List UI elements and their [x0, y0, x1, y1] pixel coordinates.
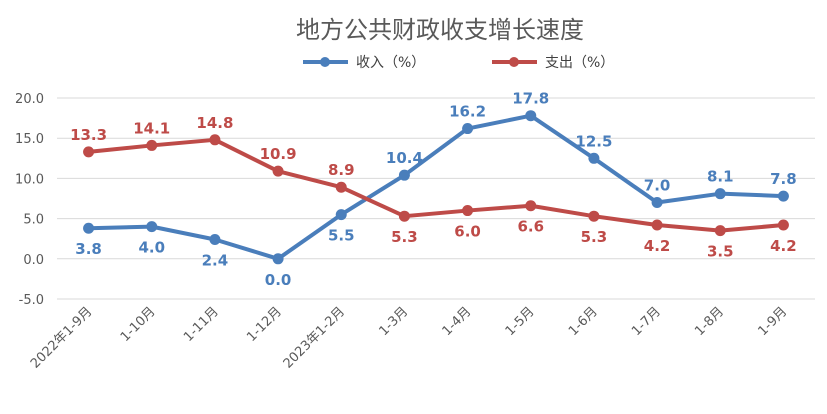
legend-income-label: 收入（%）	[356, 55, 425, 71]
gridlines	[57, 97, 815, 300]
expense-data-label: 14.1	[133, 119, 170, 137]
income-data-label: 5.5	[328, 227, 355, 245]
expense-data-label: 3.5	[707, 243, 734, 261]
income-point	[398, 169, 410, 181]
expense-data-label: 6.6	[517, 218, 544, 236]
expense-point	[588, 210, 600, 222]
expense-line	[86, 137, 786, 233]
income-point	[272, 253, 284, 265]
x-tick-label: 2023年1-2月	[281, 304, 348, 371]
income-line	[86, 113, 786, 261]
income-data-label: 0.0	[265, 271, 292, 289]
income-data-label: 7.0	[644, 177, 671, 195]
x-tick-label: 1-6月	[566, 304, 601, 339]
income-point	[462, 123, 474, 135]
y-tick-label: 5.0	[23, 213, 44, 228]
income-point	[209, 234, 221, 246]
expense-data-label: 6.0	[454, 223, 481, 241]
expense-point	[525, 200, 537, 212]
x-tick-label: 1-4月	[440, 304, 475, 339]
expense-data-label: 8.9	[328, 161, 355, 179]
y-tick-label: 0.0	[23, 253, 44, 268]
income-point	[335, 209, 347, 221]
expense-data-label: 14.8	[196, 114, 233, 132]
income-point	[525, 110, 537, 122]
income-point	[714, 188, 726, 200]
series-markers	[83, 110, 789, 265]
legend-expense-label: 支出（%）	[545, 55, 614, 71]
y-tick-label: -5.0	[19, 293, 44, 308]
expense-point	[209, 134, 221, 146]
expense-point	[83, 146, 95, 158]
expense-point	[398, 210, 410, 222]
expense-data-label: 5.3	[581, 228, 608, 246]
income-data-label: 12.5	[575, 132, 612, 150]
x-tick-label: 2022年1-9月	[28, 304, 95, 371]
expense-point	[272, 165, 284, 177]
x-tick-label: 1-5月	[503, 304, 538, 339]
income-point	[588, 152, 600, 164]
expense-point	[462, 205, 474, 217]
legend-income-marker	[320, 57, 330, 67]
x-tick-label: 1-10月	[118, 304, 159, 345]
income-data-label: 3.8	[75, 240, 102, 258]
legend: 收入（%） 支出（%）	[303, 55, 614, 71]
income-data-label: 4.0	[138, 239, 165, 257]
income-data-label: 16.2	[449, 103, 486, 121]
y-tick-label: 15.0	[15, 132, 44, 147]
expense-point	[335, 181, 347, 193]
expense-data-label: 4.2	[770, 237, 797, 255]
y-tick-label: 20.0	[15, 92, 44, 107]
series-lines	[86, 113, 786, 261]
expense-data-label: 13.3	[70, 126, 107, 144]
expense-point	[651, 219, 663, 231]
income-data-label: 2.4	[202, 252, 229, 270]
income-point	[83, 222, 95, 234]
expense-data-label: 10.9	[260, 145, 297, 163]
y-axis-ticks: 20.0 15.0 10.0 5.0 0.0 -5.0	[15, 92, 44, 308]
data-labels: 3.8 4.0 2.4 0.0 5.5 10.4 16.2 17.8 12.5 7.0 8.1 7.8…	[70, 90, 797, 289]
expense-point	[146, 139, 158, 151]
x-tick-label: 1-3月	[376, 304, 411, 339]
income-point	[146, 221, 158, 233]
x-tick-label: 1-12月	[244, 304, 285, 345]
chart-title: 地方公共财政收支增长速度	[296, 16, 584, 44]
income-point	[651, 197, 663, 209]
x-tick-label: 1-7月	[629, 304, 664, 339]
x-tick-label: 1-11月	[181, 304, 222, 345]
expense-point	[714, 225, 726, 237]
legend-expense-marker	[509, 57, 519, 67]
expense-data-label: 4.2	[644, 237, 671, 255]
expense-point	[777, 219, 789, 231]
x-tick-label: 1-8月	[692, 304, 727, 339]
expense-data-label: 5.3	[391, 228, 418, 246]
x-tick-label: 1-9月	[755, 304, 790, 339]
income-data-label: 17.8	[512, 90, 549, 108]
income-point	[777, 190, 789, 202]
income-data-label: 10.4	[386, 149, 423, 167]
income-data-label: 8.1	[707, 168, 734, 186]
y-tick-label: 10.0	[15, 172, 44, 187]
income-data-label: 7.8	[770, 170, 797, 188]
